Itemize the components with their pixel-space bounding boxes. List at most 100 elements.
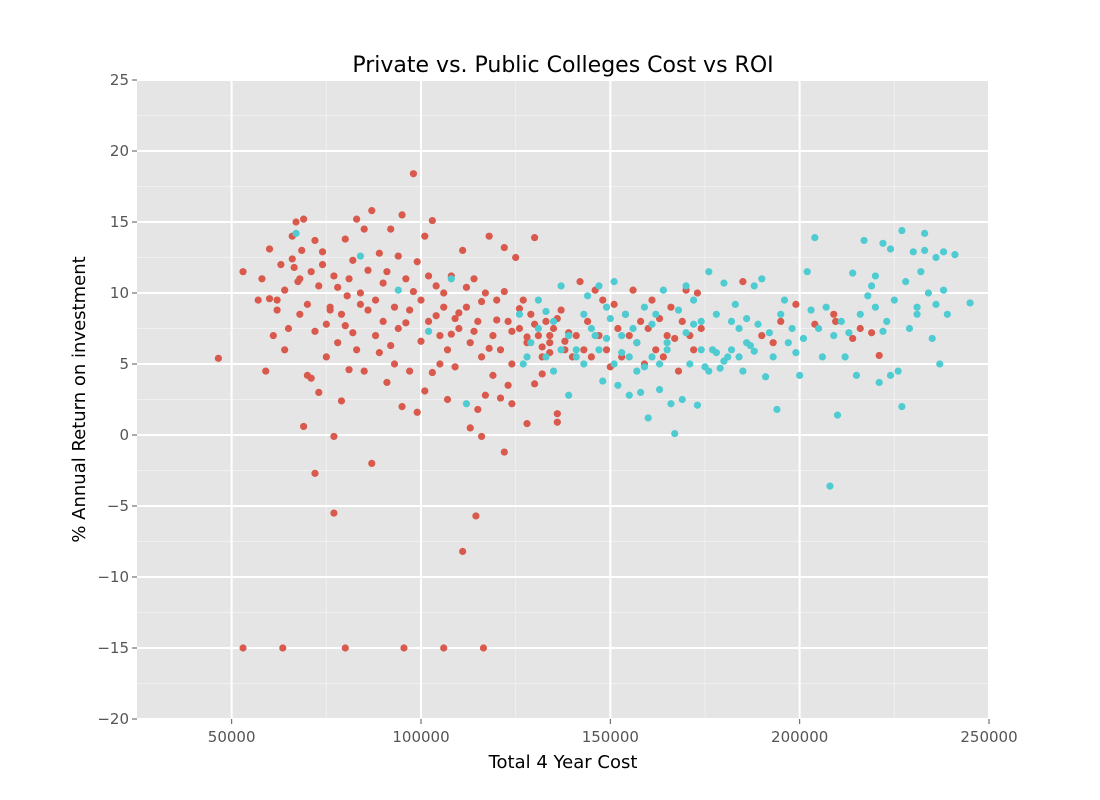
data-point <box>856 324 864 333</box>
data-point <box>815 324 823 333</box>
data-point <box>337 310 346 318</box>
data-point <box>849 269 857 277</box>
data-point <box>572 353 580 361</box>
data-point <box>943 310 951 318</box>
x-tick-label: 200000 <box>771 728 828 746</box>
data-point <box>784 339 792 347</box>
data-point <box>428 216 436 225</box>
data-point <box>409 170 418 178</box>
data-point <box>343 292 351 300</box>
data-point <box>682 329 690 337</box>
data-point <box>671 429 679 438</box>
data-point <box>576 278 584 286</box>
data-point <box>288 255 296 263</box>
data-point <box>515 310 524 318</box>
data-point <box>913 303 921 311</box>
data-point <box>300 422 308 431</box>
data-point <box>538 343 546 351</box>
data-point <box>527 339 535 347</box>
data-point <box>239 268 247 276</box>
data-point <box>966 299 974 307</box>
data-point <box>758 332 766 340</box>
data-point <box>371 296 380 304</box>
data-point <box>830 332 838 340</box>
data-point <box>341 235 349 243</box>
y-axis-label: % Annual Return on investment <box>69 256 90 542</box>
data-point <box>322 320 330 328</box>
data-point <box>602 334 611 343</box>
data-point <box>913 310 921 318</box>
data-point <box>799 334 808 343</box>
data-point <box>424 272 433 280</box>
data-point <box>356 252 365 260</box>
data-point <box>856 310 864 318</box>
data-point <box>875 351 883 360</box>
data-point <box>939 286 948 294</box>
data-point <box>595 282 603 290</box>
data-point <box>769 353 777 361</box>
chart-title: Private vs. Public Colleges Cost vs ROI <box>352 53 773 78</box>
data-point <box>496 394 505 402</box>
data-point <box>296 275 304 283</box>
data-point <box>459 246 467 254</box>
data-point <box>879 327 887 335</box>
data-point <box>602 303 611 311</box>
data-point <box>674 306 683 314</box>
data-point <box>292 218 300 226</box>
data-point <box>508 327 516 335</box>
data-point <box>939 248 948 256</box>
data-point <box>686 360 694 368</box>
data-point <box>515 305 524 313</box>
data-point <box>705 367 713 375</box>
data-point <box>796 371 804 379</box>
data-point <box>462 303 471 311</box>
data-point <box>663 332 671 340</box>
data-point <box>633 339 641 347</box>
x-tick-label: 100000 <box>392 728 449 746</box>
data-point <box>292 229 300 237</box>
data-point <box>705 268 713 276</box>
data-point <box>917 268 925 276</box>
data-point <box>493 316 501 324</box>
data-point <box>334 339 342 347</box>
data-point <box>523 353 531 361</box>
data-point <box>239 644 247 652</box>
data-point <box>406 306 414 314</box>
data-point <box>349 329 357 337</box>
data-point <box>655 360 664 368</box>
data-point <box>750 347 758 355</box>
y-tick-label: −20 <box>97 710 129 728</box>
data-point <box>432 312 440 320</box>
data-point <box>765 329 773 337</box>
data-point <box>610 278 618 286</box>
data-point <box>311 236 319 245</box>
data-point <box>379 317 387 325</box>
data-point <box>852 371 861 379</box>
data-point <box>477 432 486 441</box>
data-point <box>553 410 561 418</box>
data-point <box>402 275 410 283</box>
data-point <box>898 226 906 235</box>
data-point <box>542 307 550 316</box>
data-point <box>387 341 395 350</box>
data-point <box>307 374 315 382</box>
data-point <box>508 360 516 368</box>
data-point <box>822 303 830 311</box>
data-point <box>655 385 664 394</box>
data-point <box>277 261 285 269</box>
data-point <box>462 400 471 408</box>
data-point <box>549 317 558 325</box>
data-point <box>504 317 512 325</box>
data-point <box>387 225 395 233</box>
data-point <box>727 346 736 354</box>
data-point <box>447 275 455 283</box>
data-point <box>462 283 471 291</box>
y-tick-label: −15 <box>97 639 129 657</box>
data-point <box>406 367 414 375</box>
data-point <box>871 272 880 280</box>
data-point <box>792 349 800 357</box>
data-point <box>932 300 940 308</box>
data-point <box>466 424 474 432</box>
data-point <box>595 346 603 354</box>
